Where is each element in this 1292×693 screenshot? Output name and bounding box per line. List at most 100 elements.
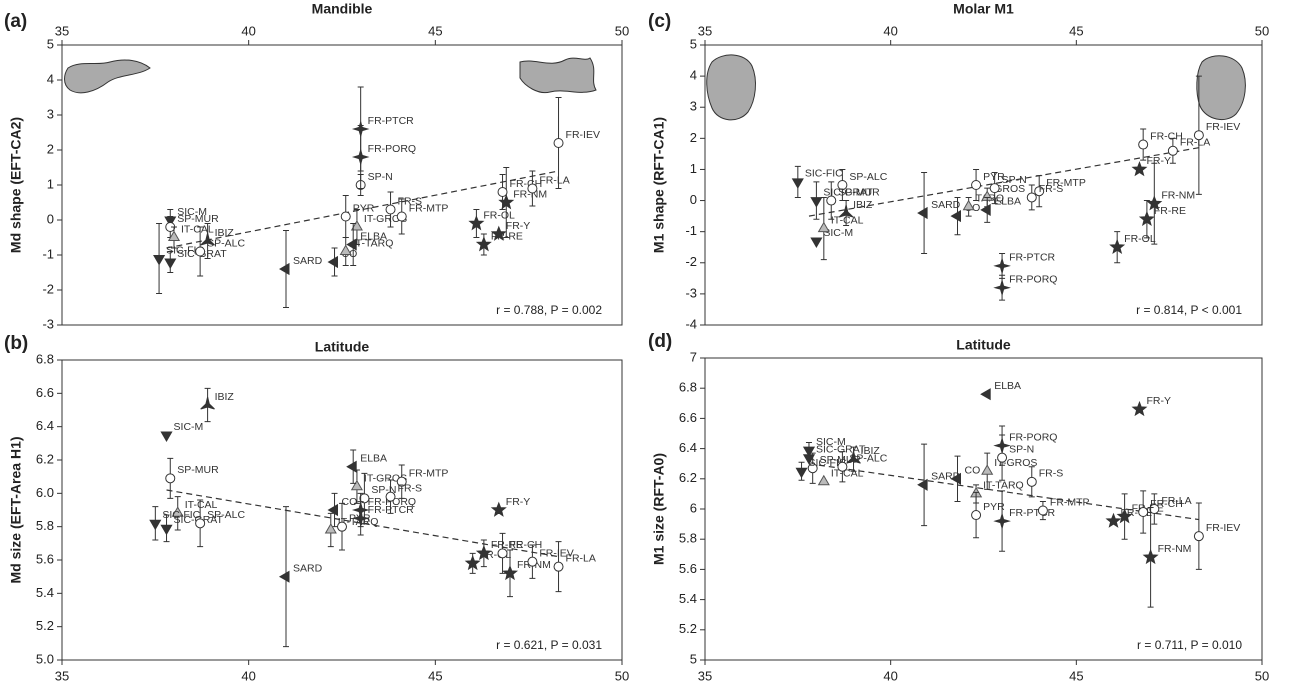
point-label: SP-MUR xyxy=(177,213,219,225)
point-label: IBIZ xyxy=(861,445,881,457)
point xyxy=(195,518,206,529)
point xyxy=(464,554,481,571)
x-tick-label: 40 xyxy=(241,668,255,683)
point-label: GROS xyxy=(994,183,1025,195)
point-label: ELBA xyxy=(994,196,1021,208)
point xyxy=(817,474,830,486)
point xyxy=(350,220,363,231)
point xyxy=(1034,186,1045,197)
point xyxy=(795,467,808,479)
point-label: FR-IEV xyxy=(539,547,573,559)
panel-label: (c) xyxy=(648,11,671,32)
point-label: IBIZ xyxy=(853,199,873,211)
point-label: FR-LA xyxy=(539,174,569,186)
point xyxy=(802,446,816,458)
y-tick-label: -2 xyxy=(42,281,54,296)
trend-line xyxy=(166,170,559,249)
point xyxy=(324,523,337,534)
point xyxy=(553,561,564,572)
point-label: SP-MUR xyxy=(820,454,862,466)
point xyxy=(1167,145,1178,156)
y-tick-label: 5 xyxy=(690,651,697,666)
point xyxy=(810,237,823,248)
point-label: SIC-M xyxy=(823,227,853,239)
point xyxy=(993,257,1011,275)
y-tick-label: 6.2 xyxy=(679,470,697,485)
point-label: PYR xyxy=(983,171,1005,183)
point xyxy=(810,197,823,208)
point xyxy=(1026,192,1037,203)
point xyxy=(327,503,338,517)
point-label: FR-CH xyxy=(1150,130,1183,142)
point xyxy=(1138,139,1149,150)
point-label: SIC-M xyxy=(816,436,846,448)
y-tick-label: 1 xyxy=(47,176,54,191)
point-label: FR-NM xyxy=(1161,189,1195,201)
x-tick-label: 50 xyxy=(615,23,629,38)
point-label: CO xyxy=(965,465,981,477)
y-tick-label: 5.6 xyxy=(679,561,697,576)
point-label: FR-S xyxy=(398,482,423,494)
point xyxy=(1146,195,1163,211)
point xyxy=(160,431,173,442)
y-tick-label: -2 xyxy=(685,254,697,269)
y-tick-label: 6.8 xyxy=(36,351,54,366)
x-tick-label: 50 xyxy=(1255,668,1269,683)
point xyxy=(989,183,1000,194)
x-tick-label: 35 xyxy=(698,668,712,683)
plot-frame xyxy=(61,359,623,661)
point xyxy=(993,278,1011,297)
point-label: SP-MUR xyxy=(838,186,880,198)
y-tick-label: 6.4 xyxy=(679,440,697,455)
y-tick-label: 6.0 xyxy=(36,485,54,500)
mandible-silhouette xyxy=(519,57,597,94)
point-label: IT-CAL xyxy=(181,223,214,235)
y-tick-label: 6.6 xyxy=(679,410,697,425)
y-axis-label: M1 shape (RFT-CA1) xyxy=(651,117,667,253)
point-label: FR-IEV xyxy=(566,129,600,141)
point-label: FR-OL xyxy=(483,209,515,221)
point xyxy=(1105,512,1122,528)
point xyxy=(553,138,564,148)
y-tick-label: -3 xyxy=(42,316,54,331)
point-label: FR-Y xyxy=(506,496,531,508)
y-tick-label: 1 xyxy=(690,161,697,176)
point xyxy=(468,215,485,231)
point xyxy=(339,244,352,255)
y-tick-label: 5.8 xyxy=(679,531,697,546)
point xyxy=(164,258,177,269)
point-label: FR-PTCR xyxy=(368,115,414,127)
point-label: SP-ALC xyxy=(207,237,245,249)
point-label: FR-RE xyxy=(491,539,523,551)
molar-silhouette xyxy=(706,54,756,121)
y-tick-label: 0 xyxy=(47,211,54,226)
point-label: ELBA xyxy=(360,230,387,242)
point xyxy=(346,238,357,251)
point-label: FR-LA xyxy=(1180,137,1210,149)
y-tick-label: 4 xyxy=(690,68,697,83)
x-tick-label: 45 xyxy=(1069,668,1083,683)
point-label: FR-NM xyxy=(513,188,547,200)
y-tick-label: 3 xyxy=(47,106,54,121)
point xyxy=(1149,504,1160,514)
point xyxy=(527,183,538,194)
point-label: FR-IEV xyxy=(1206,121,1240,133)
point xyxy=(1193,531,1204,542)
point xyxy=(171,506,184,517)
chart-title: Latitude xyxy=(315,339,370,355)
annotation: r = 0.788, P = 0.002 xyxy=(496,303,602,317)
point xyxy=(826,195,837,206)
point xyxy=(279,262,290,276)
point xyxy=(195,246,206,257)
point xyxy=(167,230,181,241)
y-tick-label: 6.8 xyxy=(679,380,697,395)
point-label: IT-CAL xyxy=(185,499,218,511)
point-label: FR-Y xyxy=(506,220,531,232)
point-label: SARD xyxy=(931,199,961,211)
point xyxy=(971,180,982,190)
point-label: FR-MTP xyxy=(409,467,449,479)
point xyxy=(385,491,396,502)
point-label: SIC-M xyxy=(177,206,207,218)
annotation: r = 0.621, P = 0.031 xyxy=(496,638,602,652)
